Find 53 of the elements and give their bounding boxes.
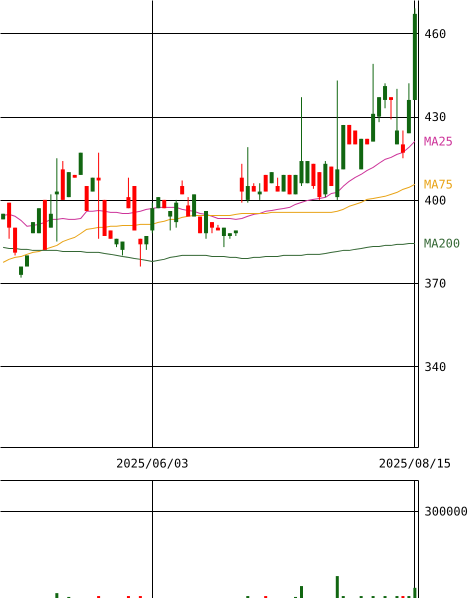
candlestick (120, 241, 124, 256)
candlestick (377, 96, 382, 123)
candlestick (54, 158, 59, 242)
bar (55, 593, 58, 598)
candlestick (150, 202, 154, 234)
candlestick (48, 194, 53, 228)
candlestick (240, 163, 244, 204)
y-tick-label: 300000 (424, 504, 468, 518)
candlestick (174, 199, 178, 228)
x-tick-label: 2025/06/03 (116, 456, 188, 470)
candlestick (400, 130, 405, 159)
candlestick (389, 96, 393, 120)
candlestick (383, 82, 388, 109)
series-label: MA25 (424, 134, 453, 148)
candlestick (168, 210, 172, 231)
candlestick (246, 146, 250, 204)
y-tick-label: 400 (424, 193, 446, 208)
candlestick (78, 152, 83, 176)
series-label: MA75 (424, 177, 453, 192)
candlestick (305, 160, 310, 184)
candlestick (126, 177, 130, 209)
candlestick (353, 130, 358, 145)
candlestick (222, 227, 226, 248)
y-tick-label: 430 (424, 110, 446, 124)
candlestick (276, 177, 280, 192)
candlestick (258, 182, 262, 200)
series-label: MA200 (424, 236, 460, 250)
bar (300, 586, 303, 598)
x-tick-label: 2025/08/15 (378, 456, 451, 470)
candlestick (347, 124, 352, 145)
y-tick-label: 370 (424, 276, 446, 291)
candlestick (394, 88, 399, 145)
candlestick (288, 174, 292, 195)
line-series (2, 184, 416, 263)
candlestick (90, 177, 95, 192)
candlestick (294, 174, 298, 195)
candlestick (96, 152, 101, 240)
candlestick (311, 163, 316, 190)
candlestick (19, 266, 24, 278)
candlestick (329, 166, 334, 187)
line-series (2, 242, 416, 262)
candlestick (180, 180, 184, 195)
candlestick (204, 210, 208, 240)
candlestick (138, 238, 142, 268)
candlestick (144, 235, 148, 250)
y-tick-label: 340 (424, 360, 446, 374)
candlestick (299, 96, 304, 187)
bar (413, 588, 416, 598)
candlestick (198, 216, 202, 234)
candlestick (210, 222, 214, 234)
candlestick (186, 196, 190, 218)
bar (336, 576, 339, 598)
y-tick-label: 460 (424, 26, 446, 41)
